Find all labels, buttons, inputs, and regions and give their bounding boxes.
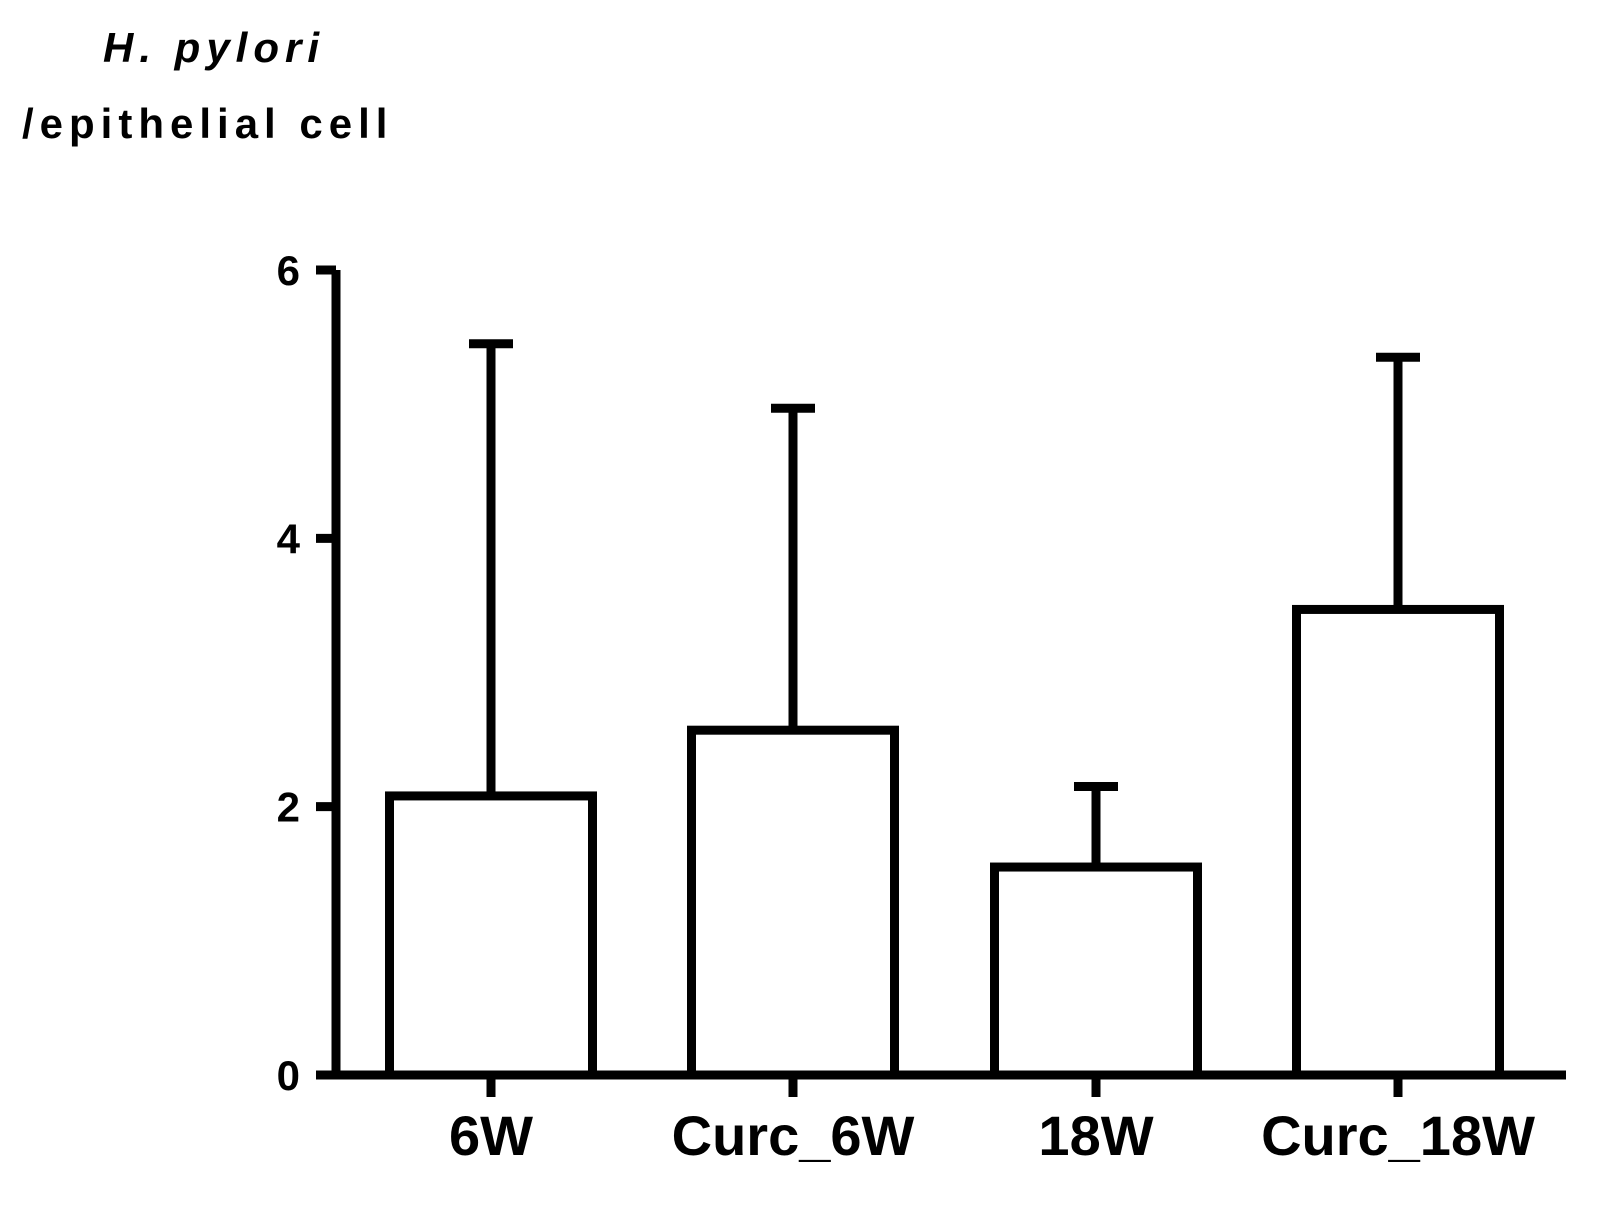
bar (990, 862, 1202, 1080)
x-tick-label: 6W (449, 1104, 533, 1167)
y-tick-label: 4 (277, 515, 301, 562)
y-axis-label-line2: /epithelial cell (22, 100, 393, 147)
y-tick-label: 2 (277, 784, 300, 831)
x-tick-label: Curc_6W (672, 1104, 915, 1167)
y-axis-label-line1: H. pylori (103, 24, 325, 71)
y-tick-label: 0 (277, 1052, 300, 1099)
x-tick-label: Curc_18W (1261, 1104, 1535, 1167)
plot-area: 0 2 4 6 6W Curc_6W 18W Curc_18W (277, 247, 1566, 1167)
bar (687, 725, 899, 1080)
bar (385, 791, 597, 1080)
y-tick-label: 6 (277, 247, 300, 294)
x-tick-label: 18W (1038, 1104, 1153, 1167)
bar (1292, 604, 1504, 1080)
